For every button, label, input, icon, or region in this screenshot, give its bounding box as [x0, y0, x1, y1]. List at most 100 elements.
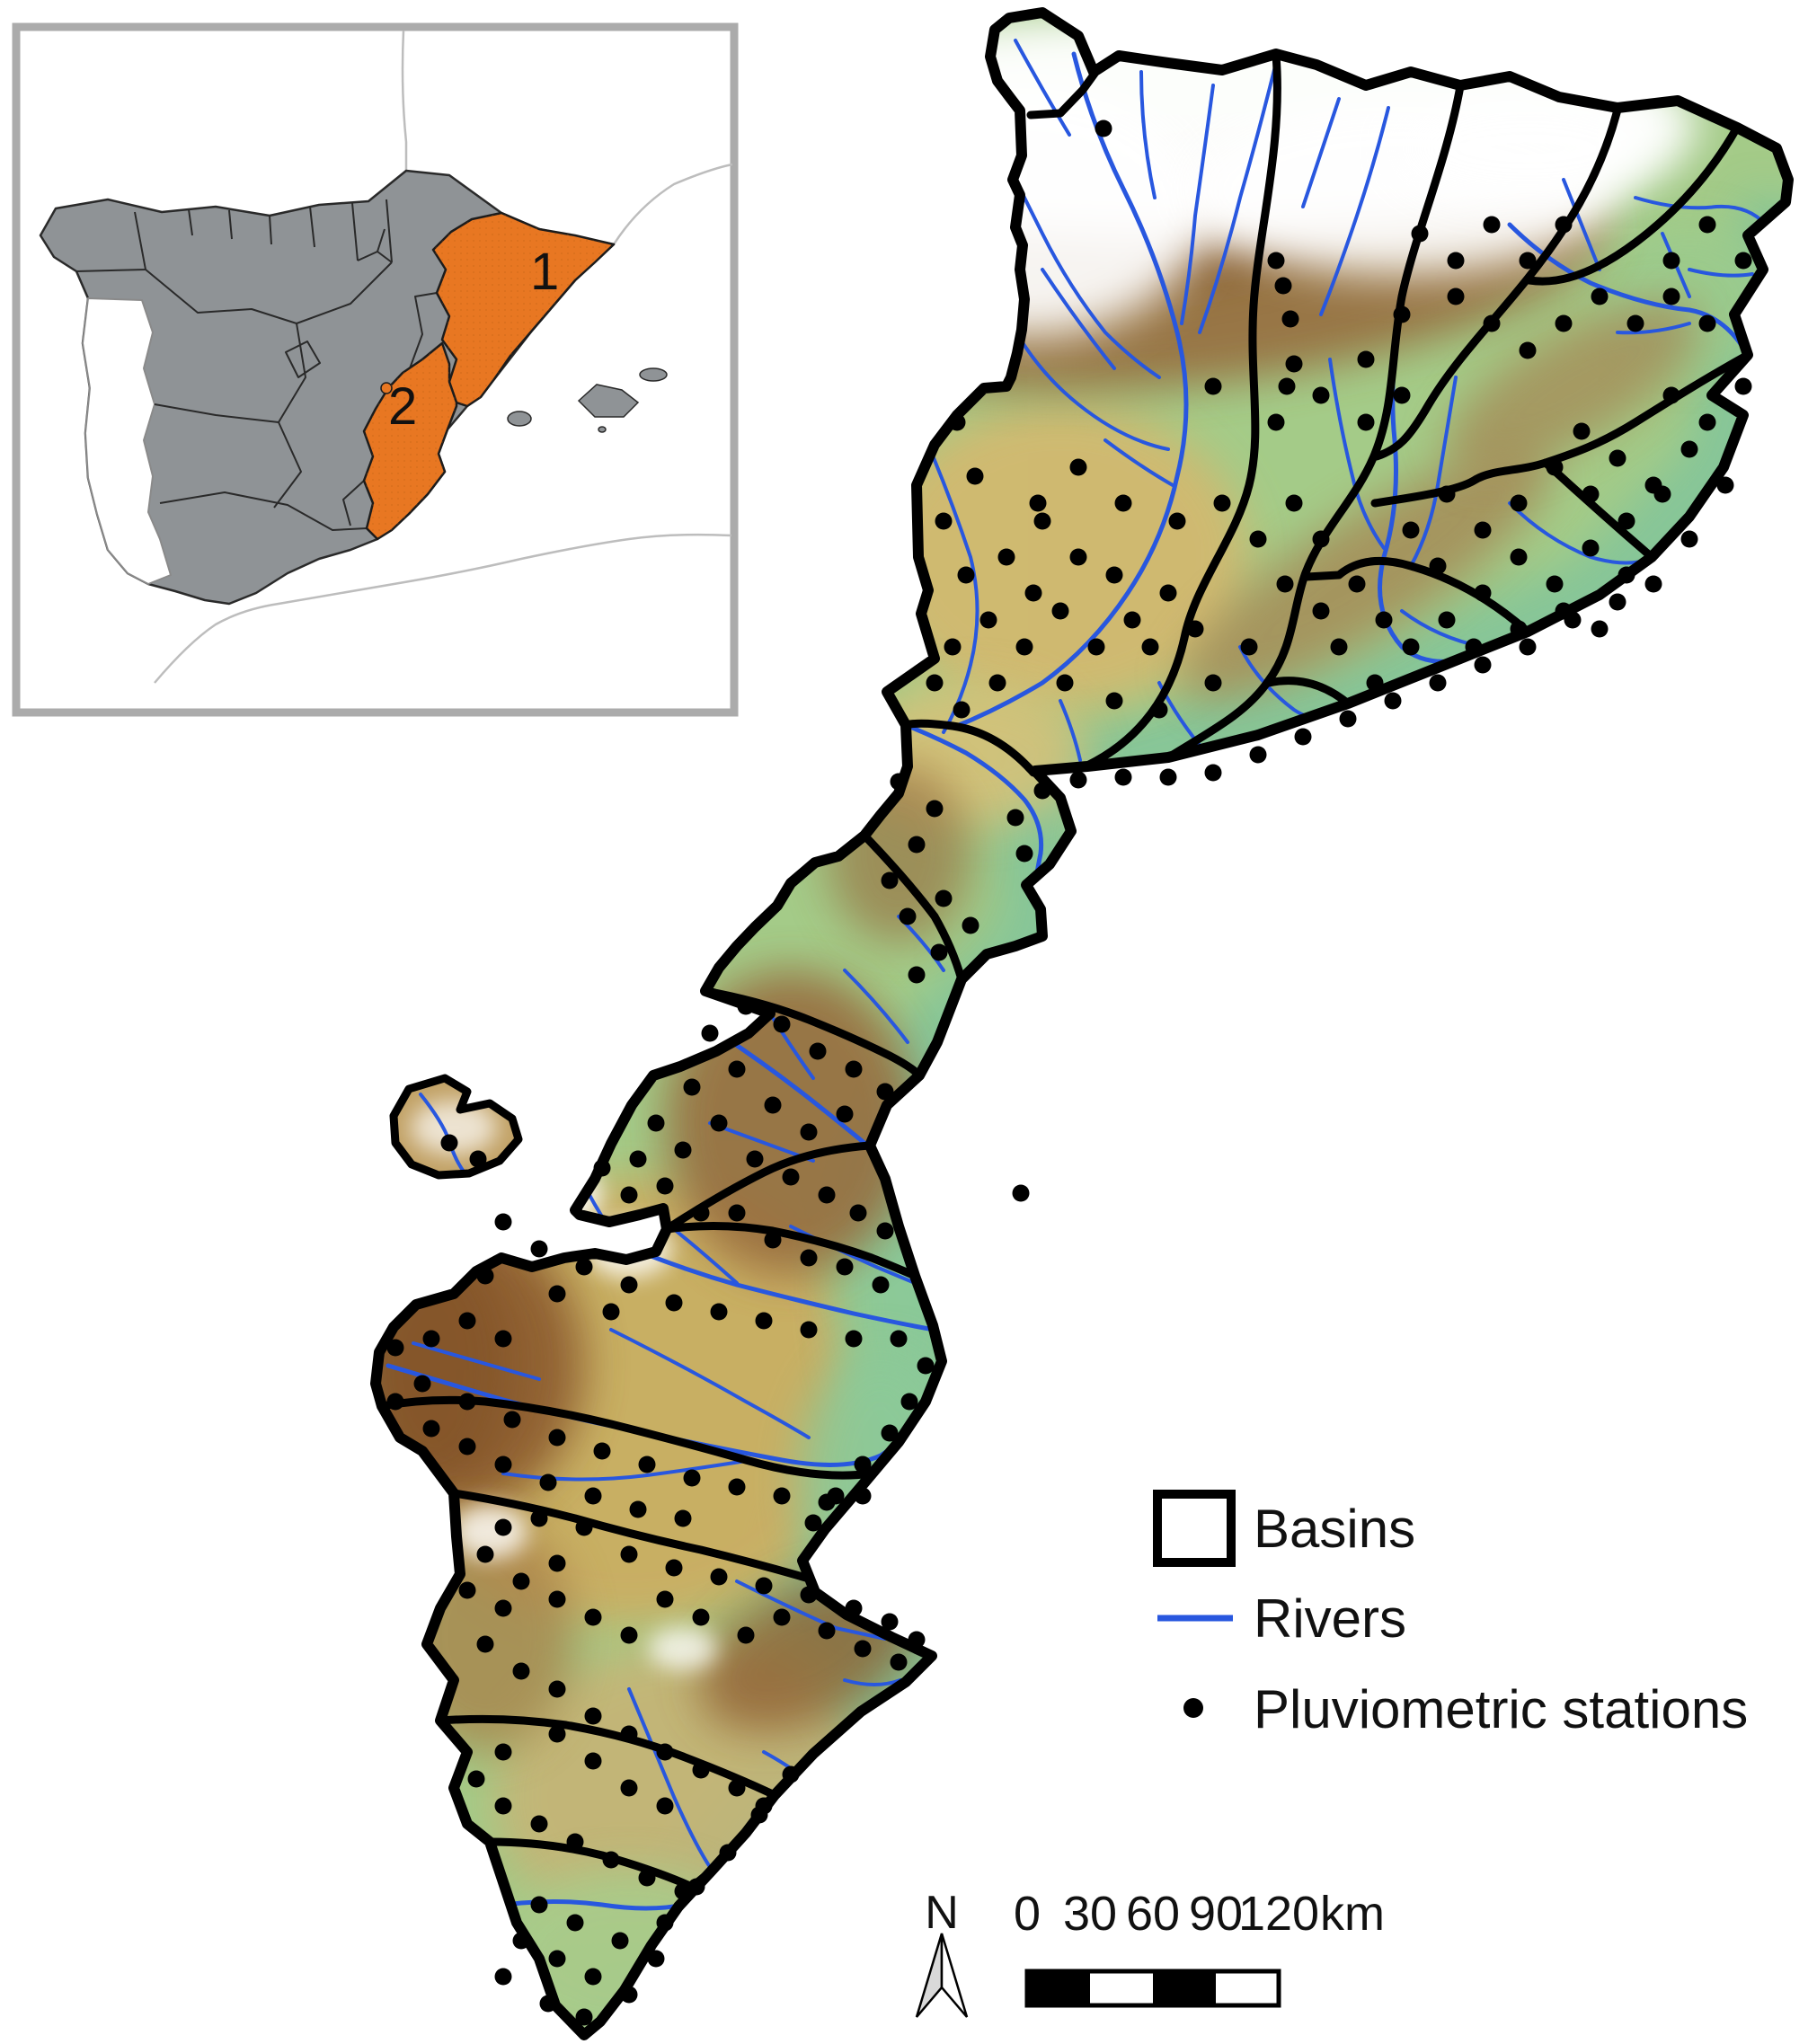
pluviometric-station-dot: [782, 1168, 800, 1186]
pluviometric-station-dot: [854, 1487, 872, 1505]
pluviometric-station-dot: [1662, 386, 1680, 404]
pluviometric-station-dot: [1662, 252, 1680, 270]
pluviometric-station-dot: [1267, 413, 1285, 431]
pluviometric-station-dot: [611, 1932, 629, 1950]
north-arrow-left-wing: [915, 1933, 944, 2018]
pluviometric-station-dot: [494, 1330, 512, 1348]
pluviometric-station-dot: [1012, 1184, 1030, 1202]
inset-portugal: [82, 297, 172, 585]
river-branch: [1041, 268, 1116, 370]
pluviometric-station-dot: [548, 1680, 566, 1698]
pluviometric-station-dot: [1095, 119, 1112, 137]
legend-stations-label: Pluviometric stations: [1254, 1679, 1748, 1739]
pluviometric-station-dot: [737, 1626, 755, 1644]
inset-ibiza: [507, 411, 532, 427]
pluviometric-station-dot: [935, 512, 953, 530]
basin-boundary: [701, 987, 924, 1080]
pluviometric-station-dot: [1278, 377, 1296, 395]
pluviometric-station-dot: [422, 1330, 440, 1348]
pluviometric-station-dot: [800, 1249, 818, 1267]
pluviometric-station-dot: [1716, 476, 1734, 494]
pluviometric-station-dot: [602, 1851, 620, 1869]
pluviometric-station-dot: [566, 1914, 584, 1932]
pluviometric-station-dot: [755, 1577, 773, 1595]
river-tordera: [1508, 501, 1652, 565]
pluviometric-station-dot: [494, 1456, 512, 1473]
pluviometric-station-dot: [800, 1321, 818, 1339]
pluviometric-station-dot: [656, 1177, 674, 1195]
pluviometric-station-dot: [890, 773, 908, 791]
pluviometric-station-dot: [1609, 593, 1626, 611]
pluviometric-station-dot: [1033, 512, 1051, 530]
scale-tick-0: 0: [1014, 1887, 1041, 1941]
pluviometric-station-dot: [512, 1932, 530, 1950]
pluviometric-station-dot: [512, 1662, 530, 1680]
scale-segment-2: [1090, 1971, 1153, 2005]
pluviometric-station-dot: [1546, 575, 1564, 593]
pluviometric-station-dot: [593, 1442, 611, 1460]
pluviometric-station-dot: [1056, 674, 1074, 692]
pluviometric-station-dot: [638, 1456, 656, 1473]
inset-internal-borders: [75, 199, 438, 531]
pluviometric-station-dot: [1240, 638, 1258, 656]
basin-boundary: [1083, 51, 1281, 770]
pluviometric-station-dot: [737, 997, 755, 1015]
pluviometric-station-dot: [1150, 701, 1168, 719]
pluviometric-station-dot: [854, 1456, 872, 1473]
pluviometric-station-dot: [1483, 216, 1501, 234]
pluviometric-station-dot: [728, 1204, 746, 1222]
river-branch: [1562, 178, 1601, 271]
pluviometric-station-dot: [584, 1752, 602, 1770]
pluviometric-station-dot: [890, 1653, 908, 1671]
pluviometric-station-dot: [908, 1631, 926, 1649]
pluviometric-station-dot: [953, 701, 971, 719]
pluviometric-station-dot: [602, 1303, 620, 1321]
pluviometric-station-dot: [458, 1312, 476, 1330]
pluviometric-station-dot: [584, 1968, 602, 1986]
pluviometric-station-dot: [881, 872, 899, 889]
river-branch: [1301, 97, 1341, 208]
inset-mallorca: [577, 384, 640, 418]
pluviometric-station-dot: [1546, 458, 1564, 476]
pluviometric-station-dot: [593, 1159, 611, 1177]
river-segre: [950, 51, 1189, 730]
river-branch: [1319, 106, 1390, 316]
legend: Basins Rivers Pluviometric stations: [1153, 1490, 1748, 1739]
pluviometric-station-dot: [1680, 530, 1698, 548]
pluviometric-station-dot: [930, 943, 948, 961]
pluviometric-station-dot: [1618, 512, 1635, 530]
pluviometric-station-dot: [1447, 252, 1465, 270]
legend-basins-swatch: [1153, 1490, 1236, 1567]
pluviometric-station-dot: [1564, 611, 1582, 629]
pluviometric-station-dot: [620, 1725, 638, 1743]
pluviometric-station-dot: [1510, 620, 1528, 638]
pluviometric-station-dot: [845, 1599, 863, 1617]
legend-basins-label: Basins: [1254, 1499, 1415, 1559]
pluviometric-station-dot: [422, 1420, 440, 1438]
pluviometric-station-dot: [503, 1411, 521, 1429]
basin-boundary: [860, 831, 966, 984]
pluviometric-station-dot: [620, 1186, 638, 1204]
pluviometric-station-dot: [584, 1608, 602, 1626]
pluviometric-station-dot: [656, 1743, 674, 1761]
pluviometric-station-dot: [575, 1518, 593, 1536]
pluviometric-station-dot: [1123, 611, 1141, 629]
pluviometric-station-dot: [944, 638, 962, 656]
pluviometric-station-dot: [1024, 584, 1042, 602]
pluviometric-station-dot: [962, 916, 979, 934]
pluviometric-station-dot: [620, 1626, 638, 1644]
pluviometric-station-dot: [512, 1572, 530, 1590]
pluviometric-station-dot: [1698, 314, 1716, 332]
pluviometric-station-dot: [458, 1438, 476, 1456]
scale-bar: 0 30 60 90 120 km: [1014, 1887, 1385, 2008]
inset-map: 1 2: [12, 22, 739, 717]
pluviometric-station-dot: [656, 1914, 674, 1932]
pluviometric-station-dot: [1582, 539, 1600, 557]
pluviometric-station-dot: [1204, 764, 1222, 782]
river-branch: [1103, 438, 1174, 487]
pluviometric-station-dot: [494, 1968, 512, 1986]
river-branch: [1059, 699, 1082, 762]
pluviometric-station-dot: [665, 1559, 683, 1577]
pluviometric-station-dot: [548, 1590, 566, 1608]
